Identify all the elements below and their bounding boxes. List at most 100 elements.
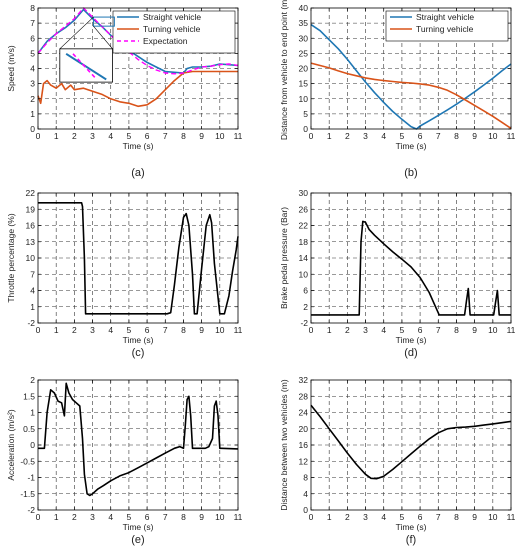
series-line-main	[310, 404, 512, 480]
x-tick-label: 11	[507, 131, 516, 141]
y-tick-label: 6	[303, 286, 308, 296]
y-tick-label: -2	[27, 505, 35, 515]
panel-a: 0 1 2 3 4 5 6 7 8 9 10 11 0 1 2 3 4 5 6 7 8 Time (s) Speed (m/…	[6, 3, 243, 179]
panel-caption: (f)	[406, 534, 416, 546]
y-tick-label: 0	[303, 505, 308, 515]
y-tick-label: 6	[30, 33, 35, 43]
x-tick-label: 9	[199, 131, 204, 141]
x-axis-label: Time (s)	[396, 335, 427, 345]
x-tick-label: 11	[507, 325, 516, 335]
x-tick-label: 2	[72, 325, 77, 335]
y-axis-label: Throttle percentage (%)	[6, 213, 16, 302]
x-tick-label: 10	[488, 325, 498, 335]
series-line-turning-vehicle	[310, 62, 512, 130]
legend-label: Turning vehicle	[416, 24, 474, 34]
x-tick-label: 5	[400, 512, 405, 522]
y-tick-label: 18	[299, 237, 309, 247]
x-tick-label: 7	[163, 512, 168, 522]
y-tick-label: 4	[30, 286, 35, 296]
x-tick-label: 5	[127, 512, 132, 522]
y-tick-label: 2	[30, 375, 35, 385]
x-tick-label: 0	[309, 512, 314, 522]
y-tick-label: 19	[26, 204, 36, 214]
x-tick-label: 0	[309, 131, 314, 141]
x-tick-label: 7	[436, 325, 441, 335]
legend-box	[112, 10, 236, 54]
y-axis-label: Distance from vehicle to end point (m)	[279, 0, 289, 140]
y-tick-label: 15	[299, 79, 309, 89]
series-line-expectation	[37, 7, 239, 75]
y-tick-label: -1	[27, 473, 35, 483]
y-tick-label: 32	[299, 375, 309, 385]
inset-connector	[59, 16, 94, 50]
x-tick-label: 6	[418, 512, 423, 522]
x-tick-label: 4	[381, 512, 386, 522]
x-tick-label: 5	[127, 131, 132, 141]
y-tick-label: 0	[30, 124, 35, 134]
x-tick-label: 7	[436, 131, 441, 141]
x-tick-label: 0	[36, 131, 41, 141]
y-tick-label: 10	[299, 269, 309, 279]
series-line-main	[311, 220, 511, 316]
legend-label: Turning vehicle	[143, 24, 201, 34]
y-tick-label: -1.5	[20, 489, 35, 499]
x-tick-label: 8	[181, 131, 186, 141]
series-line-main	[38, 202, 239, 315]
y-tick-label: 8	[303, 473, 308, 483]
y-tick-label: 2	[303, 302, 308, 312]
inset-expectation-line	[72, 53, 98, 80]
x-tick-label: 1	[327, 131, 332, 141]
x-tick-label: 7	[163, 131, 168, 141]
y-tick-label: 2	[30, 94, 35, 104]
y-tick-label: 0	[30, 440, 35, 450]
x-tick-label: 1	[327, 512, 332, 522]
legend-label: Straight vehicle	[143, 12, 201, 22]
x-tick-label: 4	[108, 131, 113, 141]
y-tick-label: 4	[30, 64, 35, 74]
panel-caption: (a)	[131, 167, 144, 179]
x-tick-label: 3	[90, 512, 95, 522]
legend: Straight vehicle Turning vehicle Expectati…	[112, 10, 236, 54]
series-line-straight-vehicle	[310, 23, 512, 130]
x-tick-label: 8	[454, 131, 459, 141]
y-tick-label: 16	[299, 440, 309, 450]
y-tick-label: 22	[299, 221, 309, 231]
y-axis-label: Brake pedal pressure (Bar)	[279, 207, 289, 309]
x-tick-label: 3	[363, 512, 368, 522]
x-tick-label: 3	[90, 325, 95, 335]
x-tick-label: 3	[363, 325, 368, 335]
x-tick-label: 5	[400, 325, 405, 335]
x-tick-label: 0	[36, 325, 41, 335]
y-tick-label: 3	[30, 79, 35, 89]
y-tick-label: -2	[27, 318, 35, 328]
y-tick-label: 30	[299, 33, 309, 43]
x-tick-label: 4	[381, 325, 386, 335]
x-tick-label: 9	[472, 325, 477, 335]
x-tick-label: 4	[108, 325, 113, 335]
x-tick-label: 6	[145, 325, 150, 335]
x-tick-label: 2	[72, 131, 77, 141]
y-tick-label: -0.5	[20, 456, 35, 466]
y-tick-label: 1	[30, 109, 35, 119]
y-tick-label: 14	[299, 253, 309, 263]
x-tick-label: 0	[36, 512, 41, 522]
x-tick-label: 9	[472, 512, 477, 522]
x-tick-label: 7	[163, 325, 168, 335]
legend-label: Expectation	[143, 36, 188, 46]
y-tick-label: 8	[30, 3, 35, 13]
x-tick-label: 11	[507, 512, 516, 522]
x-tick-label: 4	[108, 512, 113, 522]
x-tick-label: 10	[215, 325, 225, 335]
x-tick-label: 2	[345, 325, 350, 335]
x-tick-label: 0	[309, 325, 314, 335]
y-tick-label: 5	[30, 48, 35, 58]
x-tick-label: 9	[472, 131, 477, 141]
y-tick-label: 20	[299, 424, 309, 434]
x-tick-label: 10	[215, 512, 225, 522]
x-tick-label: 1	[54, 131, 59, 141]
x-tick-label: 4	[381, 131, 386, 141]
x-tick-label: 8	[454, 512, 459, 522]
x-tick-label: 6	[145, 512, 150, 522]
